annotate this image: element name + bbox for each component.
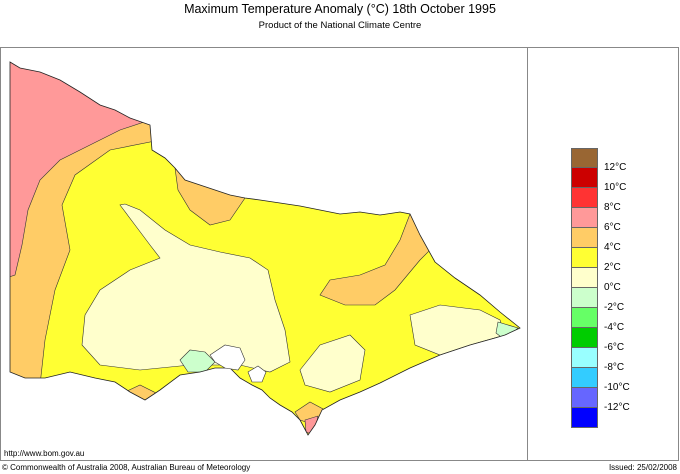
website-url[interactable]: http://www.bom.gov.au <box>4 449 85 458</box>
legend-label: 12°C <box>604 162 627 173</box>
legend-swatch <box>571 248 598 268</box>
legend-swatch <box>571 368 598 388</box>
legend-divider <box>527 47 528 461</box>
legend-swatch <box>571 288 598 308</box>
legend-swatch <box>571 268 598 288</box>
legend-label: 10°C <box>604 182 627 193</box>
legend-label: -10°C <box>604 382 630 393</box>
legend-swatch <box>571 348 598 368</box>
legend-swatch <box>571 208 598 228</box>
legend-swatch <box>571 148 598 168</box>
region-0-2c-southeast <box>299 334 366 393</box>
legend-label: -4°C <box>604 322 625 333</box>
western-port-bay <box>247 365 267 383</box>
port-phillip-bay <box>209 344 246 371</box>
region-4-6c-east <box>319 213 441 306</box>
legend-swatch <box>571 408 598 428</box>
legend-label: 0°C <box>604 282 621 293</box>
issued-date: Issued: 25/02/2008 <box>608 463 677 472</box>
legend-label: 8°C <box>604 202 621 213</box>
legend-label: 2°C <box>604 262 621 273</box>
copyright-notice: © Commonwealth of Australia 2008, Austra… <box>2 463 251 472</box>
legend-label: -2°C <box>604 302 625 313</box>
legend-label: 4°C <box>604 242 621 253</box>
legend-swatch <box>571 308 598 328</box>
victoria-anomaly-map <box>9 61 521 436</box>
legend-swatch <box>571 228 598 248</box>
map-frame <box>0 47 679 461</box>
map-title: Maximum Temperature Anomaly (°C) 18th Oc… <box>184 2 496 16</box>
map-subtitle: Product of the National Climate Centre <box>258 20 422 31</box>
color-legend <box>571 148 598 428</box>
legend-swatch <box>571 388 598 408</box>
legend-label: -6°C <box>604 342 625 353</box>
legend-swatch <box>571 328 598 348</box>
legend-swatch <box>571 168 598 188</box>
legend-label: 6°C <box>604 222 621 233</box>
legend-label: -12°C <box>604 402 630 413</box>
legend-label: -8°C <box>604 362 625 373</box>
legend-swatch <box>571 188 598 208</box>
